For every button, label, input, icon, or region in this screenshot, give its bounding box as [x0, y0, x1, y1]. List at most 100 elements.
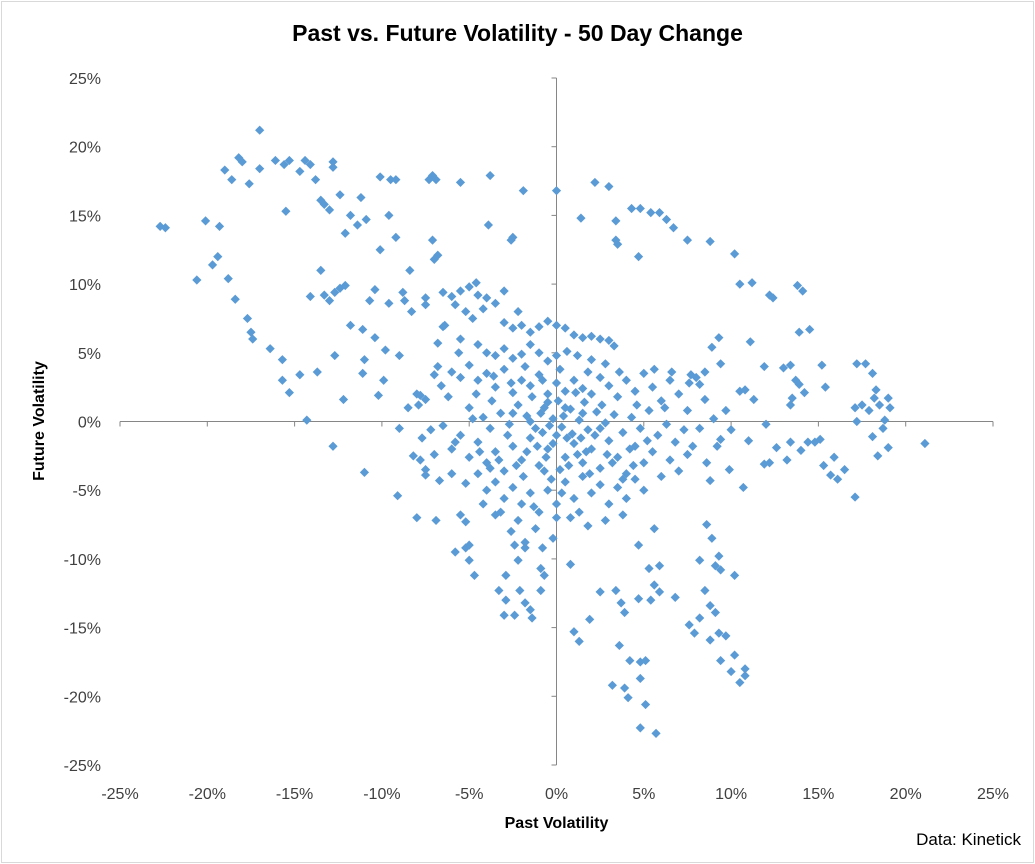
data-point [483, 220, 494, 230]
data-point [864, 405, 874, 416]
data-point [471, 389, 481, 399]
data-point [595, 423, 605, 433]
data-point [518, 186, 528, 196]
data-point [670, 592, 680, 602]
data-point [586, 331, 597, 341]
data-point [747, 278, 757, 288]
data-point [569, 375, 579, 385]
data-point [613, 452, 623, 462]
data-point [494, 455, 504, 465]
data-point [513, 555, 523, 565]
data-point [572, 350, 583, 361]
data-point [558, 411, 569, 421]
data-point [508, 408, 518, 418]
data-point [700, 394, 710, 405]
data-point [450, 547, 460, 557]
data-point [546, 474, 556, 484]
data-point [305, 291, 315, 302]
data-point [647, 382, 658, 392]
data-point [611, 585, 621, 596]
data-point [661, 214, 672, 225]
data-point [316, 195, 326, 205]
data-point [478, 304, 488, 314]
data-point [562, 433, 572, 443]
data-point [710, 561, 720, 571]
data-point [429, 254, 439, 264]
data-point [665, 375, 675, 385]
data-point [635, 657, 645, 667]
data-point [551, 430, 562, 440]
x-tick-label: -5% [455, 786, 483, 803]
data-point [473, 437, 483, 447]
data-point [578, 471, 588, 482]
data-point [656, 396, 666, 406]
data-point [473, 375, 483, 385]
data-point [654, 561, 665, 571]
data-point [609, 410, 619, 420]
data-point [499, 493, 509, 504]
data-point [553, 396, 563, 406]
data-point [585, 469, 595, 479]
data-point [653, 430, 663, 440]
data-point [714, 628, 724, 638]
data-point [461, 478, 471, 488]
data-point [794, 379, 804, 390]
data-point [613, 392, 623, 402]
data-point [539, 466, 549, 476]
data-point [543, 444, 553, 454]
data-point [455, 430, 466, 440]
data-point [487, 396, 497, 406]
data-point [583, 367, 593, 377]
data-point [740, 664, 750, 674]
data-point [335, 190, 345, 200]
data-point [537, 543, 548, 553]
data-point [569, 330, 579, 340]
data-point [618, 474, 628, 484]
data-point [646, 595, 656, 605]
data-point [625, 655, 635, 666]
data-point [785, 360, 796, 370]
data-point [485, 463, 495, 473]
data-point [764, 458, 775, 468]
data-point [656, 471, 666, 482]
data-point [560, 452, 570, 462]
data-point [819, 460, 829, 471]
data-point [412, 513, 422, 523]
data-point [536, 585, 546, 596]
data-point [429, 449, 439, 460]
data-point [504, 419, 514, 429]
data-point [562, 346, 572, 357]
data-point [626, 203, 637, 214]
data-point [595, 372, 605, 383]
data-point [406, 306, 417, 317]
data-point [630, 441, 640, 451]
data-point [644, 563, 654, 574]
data-point [319, 290, 329, 300]
data-point [516, 499, 527, 509]
data-point [443, 392, 453, 402]
data-point [379, 375, 389, 385]
data-point [473, 339, 483, 350]
data-point [852, 416, 862, 427]
data-point [782, 455, 792, 465]
data-point [551, 320, 562, 330]
data-point [482, 293, 492, 303]
data-point [618, 510, 628, 520]
data-point [642, 436, 652, 446]
data-point [611, 216, 621, 226]
data-point [534, 370, 544, 380]
x-tick-label: 20% [890, 786, 922, 803]
data-point [551, 186, 562, 196]
data-point [583, 425, 593, 435]
data-point [534, 507, 544, 517]
data-point [508, 232, 518, 242]
y-tick-label: -10% [64, 552, 101, 569]
data-point [647, 447, 658, 457]
data-point [340, 280, 350, 291]
data-point [310, 175, 321, 185]
data-point [633, 594, 644, 604]
y-tick-label: 5% [78, 346, 101, 363]
data-point [281, 206, 291, 216]
data-point [499, 466, 509, 476]
data-point [569, 627, 579, 637]
